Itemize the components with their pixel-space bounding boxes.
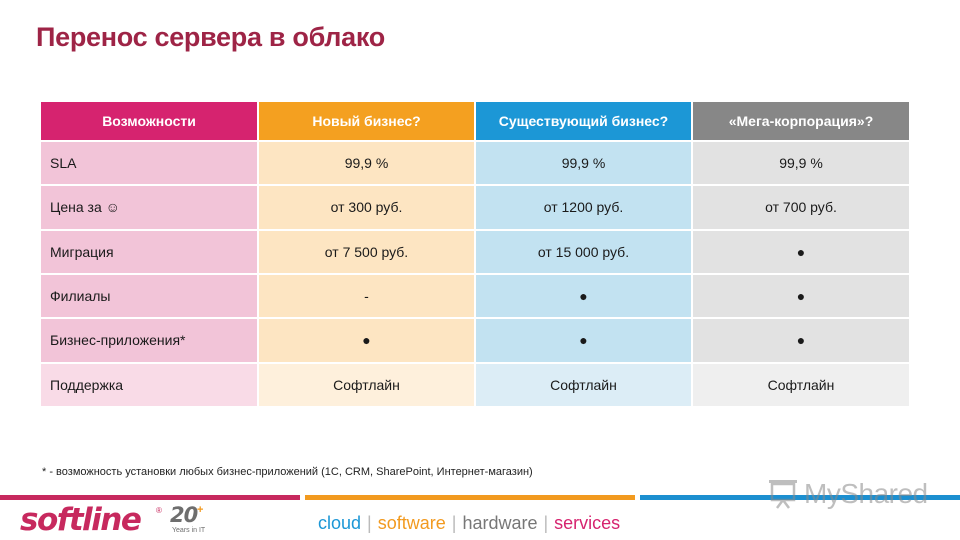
footer-stripe-pink <box>0 495 300 500</box>
table-row: Филиалы - ● ● <box>41 274 911 320</box>
value-cell: ● <box>259 319 476 364</box>
tagline-hardware: hardware <box>462 513 538 533</box>
feature-cell: Бизнес-приложения* <box>41 319 259 364</box>
presentation-icon <box>769 480 797 509</box>
table-row: Бизнес-приложения* ● ● ● <box>41 319 911 364</box>
watermark-text: MyShared <box>804 478 928 509</box>
tagline-services: services <box>554 513 621 533</box>
table-row: Поддержка Софтлайн Софтлайн Софтлайн <box>41 363 911 408</box>
value-cell: 99,9 % <box>476 142 693 187</box>
value-cell: Софтлайн <box>259 363 476 408</box>
feature-cell: SLA <box>41 142 259 187</box>
footer-stripe-orange <box>305 495 635 500</box>
tagline-cloud: cloud <box>318 513 362 533</box>
value-cell: от 700 руб. <box>693 186 911 231</box>
table-row: SLA 99,9 % 99,9 % 99,9 % <box>41 142 911 187</box>
comparison-table: Возможности Новый бизнес? Существующий б… <box>41 102 911 408</box>
value-cell: ● <box>693 274 911 320</box>
value-cell: - <box>259 274 476 320</box>
table-row: Цена за ☺ от 300 руб. от 1200 руб. от 70… <box>41 186 911 231</box>
value-cell: ● <box>476 274 693 320</box>
value-cell: Софтлайн <box>476 363 693 408</box>
anniversary-subtitle: Years in IT <box>172 527 206 534</box>
column-header-features: Возможности <box>41 102 259 142</box>
table-row: Миграция от 7 500 руб. от 15 000 руб. ● <box>41 230 911 275</box>
tagline-separator: | <box>543 513 549 533</box>
softline-logo: softline <box>20 502 142 538</box>
feature-cell: Миграция <box>41 230 259 275</box>
value-cell: от 15 000 руб. <box>476 230 693 275</box>
column-header-mega-corporation: «Мега-корпорация»? <box>693 102 911 142</box>
tagline: cloud | software | hardware | services <box>318 513 620 534</box>
value-cell: ● <box>476 319 693 364</box>
value-cell: от 1200 руб. <box>476 186 693 231</box>
tagline-separator: | <box>367 513 372 533</box>
table-header-row: Возможности Новый бизнес? Существующий б… <box>41 102 911 142</box>
value-cell: 99,9 % <box>693 142 911 187</box>
footnote: * - возможность установки любых бизнес-п… <box>42 466 533 478</box>
anniversary-plus: + <box>197 504 204 516</box>
page-title: Перенос сервера в облако <box>36 22 385 52</box>
value-cell: ● <box>693 319 911 364</box>
feature-cell: Поддержка <box>41 363 259 408</box>
value-cell: ● <box>693 230 911 275</box>
value-cell: Софтлайн <box>693 363 911 408</box>
value-cell: от 300 руб. <box>259 186 476 231</box>
feature-cell: Цена за ☺ <box>41 186 259 231</box>
tagline-software: software <box>377 513 446 533</box>
feature-cell: Филиалы <box>41 274 259 320</box>
column-header-new-business: Новый бизнес? <box>259 102 476 142</box>
column-header-existing-business: Существующий бизнес? <box>476 102 693 142</box>
tagline-separator: | <box>451 513 457 533</box>
footer-stripe-blue <box>640 495 960 500</box>
value-cell: от 7 500 руб. <box>259 230 476 275</box>
anniversary-badge: 20 + Years in IT <box>170 504 210 538</box>
registered-mark: ® <box>156 506 162 515</box>
anniversary-number: 20 <box>170 503 198 527</box>
value-cell: 99,9 % <box>259 142 476 187</box>
watermark: MyShared <box>766 476 928 516</box>
